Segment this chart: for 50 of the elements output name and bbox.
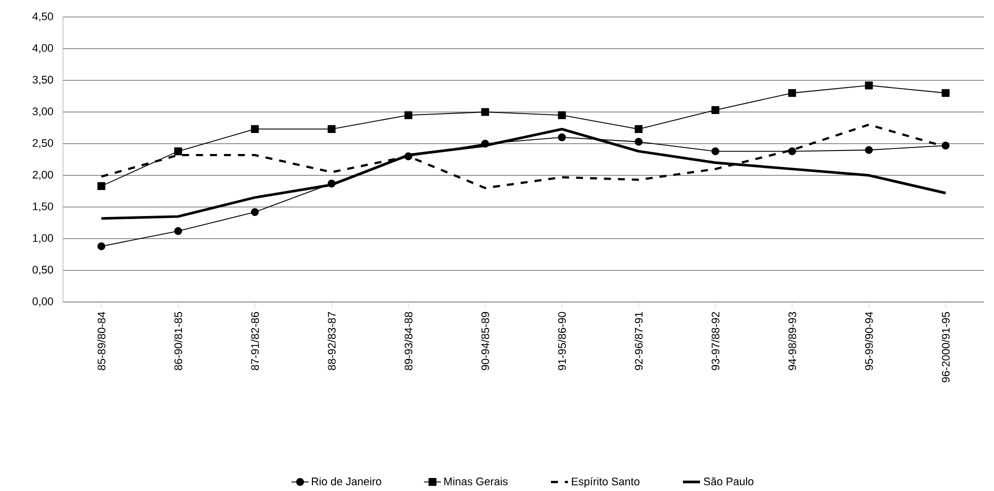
point — [250, 208, 259, 216]
legend-label: Rio de Janeiro — [312, 477, 382, 486]
point — [558, 111, 566, 120]
y-tick-label: 0,00 — [32, 297, 54, 307]
y-tick-label: 1,50 — [33, 202, 54, 212]
legend-label: São Paulo — [704, 477, 754, 486]
x-tick-label: 88-92/83-87 — [328, 312, 336, 370]
x-tick-label: 89-93/84-88 — [404, 312, 412, 370]
x-tick-label: 95-99/90-94 — [864, 312, 873, 370]
point — [174, 147, 182, 156]
x-tick-label: 90-94/85-89 — [481, 312, 490, 370]
y-tick-label: 4,00 — [32, 44, 54, 54]
point — [97, 242, 106, 250]
point — [481, 140, 490, 148]
legend-label: Minas Gerais — [444, 477, 508, 486]
y-tick-label: 0,50 — [32, 266, 54, 275]
x-tick-label: 93-97/88-92 — [711, 312, 720, 370]
y-tick-label: 3,00 — [32, 107, 54, 117]
x-tick-label: 92-96/87-91 — [634, 312, 643, 370]
point — [558, 133, 566, 142]
y-tick-label: 2,50 — [32, 139, 54, 148]
x-tick-label: 87-91/82-86 — [250, 312, 259, 370]
point — [864, 146, 873, 154]
y-tick-label: 3,50 — [32, 76, 54, 85]
point — [711, 147, 720, 156]
point — [788, 147, 796, 156]
y-tick-label: 1,00 — [33, 234, 54, 244]
point — [404, 152, 412, 160]
point — [328, 125, 336, 134]
legend-label: Espírito Santo — [572, 477, 640, 488]
x-tick-label: 96-2000/91-95 — [942, 312, 950, 382]
x-tick-label: 86-90/81-85 — [174, 312, 182, 370]
point — [942, 89, 950, 97]
point — [942, 142, 950, 150]
y-tick-label: 2,00 — [32, 170, 54, 180]
point — [711, 106, 720, 114]
x-tick-label: 94-98/89-93 — [788, 312, 796, 370]
point — [864, 81, 873, 90]
point — [634, 125, 643, 134]
x-tick-label: 91-95/86-90 — [558, 312, 566, 370]
point — [481, 108, 490, 116]
point — [788, 89, 796, 97]
point — [97, 182, 106, 190]
x-tick-label: 85-89/80-84 — [97, 312, 106, 370]
point — [174, 227, 182, 236]
point — [634, 138, 643, 146]
point — [328, 180, 336, 188]
point — [404, 111, 412, 120]
point — [250, 125, 259, 134]
y-tick-label: 4,50 — [32, 12, 54, 22]
